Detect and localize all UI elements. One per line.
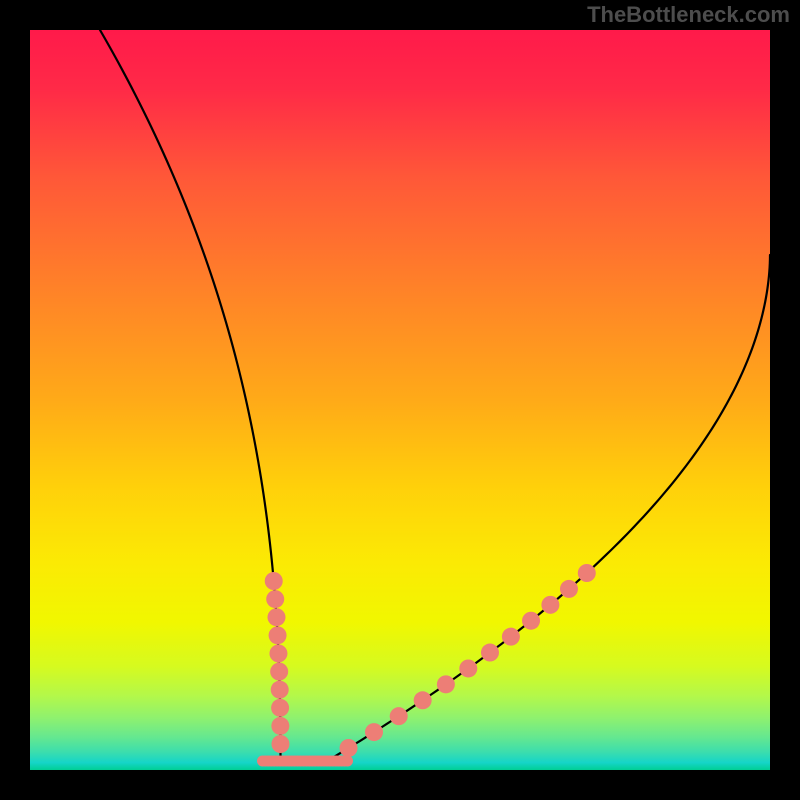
plot-svg xyxy=(30,30,770,770)
dot-bottom xyxy=(342,756,353,767)
watermark-text: TheBottleneck.com xyxy=(587,2,790,28)
dot-bottom xyxy=(319,756,330,767)
dot-left xyxy=(269,626,287,644)
dot-left xyxy=(271,699,289,717)
dot-right xyxy=(541,596,559,614)
dot-bottom xyxy=(307,756,318,767)
dot-left xyxy=(266,590,284,608)
dot-left xyxy=(271,735,289,753)
dot-right xyxy=(340,739,358,757)
dot-bottom xyxy=(327,756,338,767)
dot-bottom xyxy=(266,756,277,767)
dot-right xyxy=(578,564,596,582)
dot-bottom xyxy=(298,756,309,767)
dot-bottom xyxy=(278,756,289,767)
dot-left xyxy=(271,681,289,699)
dot-bottom xyxy=(301,756,312,767)
dot-bottom xyxy=(283,756,294,767)
dot-right xyxy=(459,659,477,677)
dot-left xyxy=(269,644,287,662)
dot-bottom xyxy=(313,756,324,767)
dot-right xyxy=(390,707,408,725)
dot-left xyxy=(265,572,283,590)
dot-bottom xyxy=(339,756,350,767)
dot-bottom xyxy=(292,756,303,767)
dot-left xyxy=(268,608,286,626)
dot-right xyxy=(522,612,540,630)
plot-area xyxy=(30,30,770,770)
dot-bottom xyxy=(321,756,332,767)
dot-bottom xyxy=(280,756,291,767)
dot-right xyxy=(437,675,455,693)
dot-bottom xyxy=(289,756,300,767)
dot-left xyxy=(270,663,288,681)
dot-bottom xyxy=(269,756,280,767)
dot-right xyxy=(560,580,578,598)
dot-left xyxy=(271,717,289,735)
bottleneck-curve xyxy=(100,30,770,762)
dot-bottom xyxy=(263,756,274,767)
dot-bottom xyxy=(272,756,283,767)
dot-bottom xyxy=(336,756,347,767)
dot-bottom xyxy=(330,756,341,767)
dot-bottom xyxy=(324,756,335,767)
dot-bottom xyxy=(286,756,297,767)
dot-bottom xyxy=(275,756,286,767)
dot-bottom xyxy=(295,756,306,767)
dot-right xyxy=(481,644,499,662)
dot-right xyxy=(414,691,432,709)
dot-bottom xyxy=(333,756,344,767)
dot-right xyxy=(365,723,383,741)
dot-right xyxy=(502,628,520,646)
dot-bottom xyxy=(260,756,271,767)
sample-dots xyxy=(257,564,596,767)
dot-bottom xyxy=(257,756,268,767)
dot-bottom xyxy=(316,756,327,767)
dot-bottom xyxy=(304,756,315,767)
dot-bottom xyxy=(310,756,321,767)
chart-outer-frame: TheBottleneck.com xyxy=(0,0,800,800)
